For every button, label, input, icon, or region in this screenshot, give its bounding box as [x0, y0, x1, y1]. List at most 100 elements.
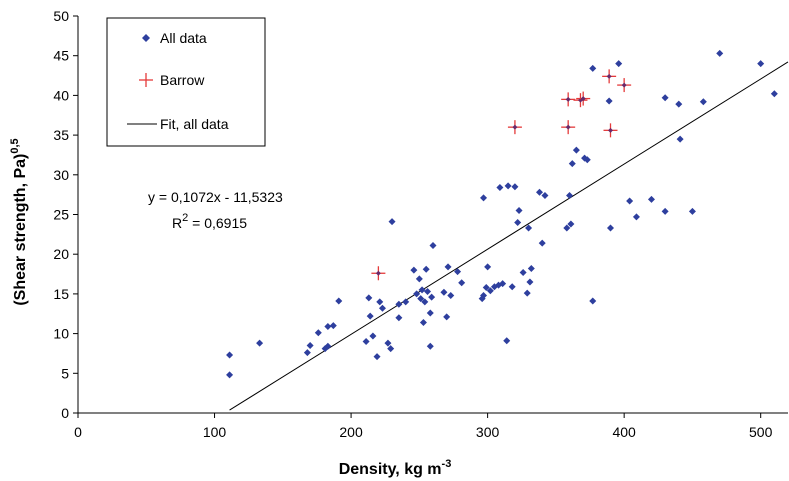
data-point-all — [482, 284, 490, 292]
data-point-all — [413, 290, 421, 298]
data-point-all — [366, 312, 374, 320]
y-tick-label: 40 — [53, 87, 69, 103]
legend-box — [106, 17, 266, 147]
y-tick-label: 5 — [61, 365, 69, 381]
y-tick-label: 20 — [53, 246, 69, 262]
data-point-all — [424, 288, 432, 296]
legend-marker-barrow — [139, 73, 153, 87]
data-point-all — [421, 298, 429, 306]
data-point-all — [454, 268, 462, 276]
data-point-all — [607, 224, 614, 232]
data-point-all — [615, 60, 623, 68]
fit-layer — [229, 61, 789, 411]
data-point-all — [770, 90, 778, 98]
data-point-all — [410, 266, 418, 274]
data-point-all — [426, 309, 434, 317]
data-point-all — [508, 283, 516, 291]
r-squared-label: R — [172, 215, 182, 231]
data-point-all — [757, 60, 765, 68]
fit-line — [229, 61, 789, 411]
data-point-all — [429, 241, 437, 249]
data-point-all — [568, 160, 576, 168]
data-point-all — [526, 278, 534, 286]
data-point-all — [387, 345, 395, 353]
data-point-barrow — [576, 91, 591, 106]
data-point-all — [589, 297, 597, 305]
data-point-all — [519, 268, 527, 276]
data-point-all — [376, 298, 384, 306]
data-point-all — [324, 322, 332, 330]
y-tick-label: 30 — [53, 167, 69, 183]
data-point-barrow — [617, 78, 632, 93]
y-axis-title-sup: 0,5 — [9, 138, 21, 153]
data-point-all — [527, 264, 535, 272]
data-point-all — [716, 49, 724, 57]
legend-label-fit: Fit, all data — [160, 116, 229, 132]
y-axis-title-text: (Shear strength, Pa) — [12, 154, 29, 306]
data-point-all — [373, 353, 381, 361]
data-point-all — [480, 194, 488, 202]
data-point-all — [675, 100, 683, 108]
data-point-all — [688, 207, 696, 215]
legend-marker-all — [142, 34, 150, 42]
regression-equation: y = 0,1072x - 11,5323 — [148, 189, 283, 205]
data-point-barrow — [561, 120, 576, 135]
data-point-all — [324, 342, 332, 350]
data-point-all — [699, 98, 707, 106]
x-tick-label: 500 — [749, 424, 773, 440]
y-tick-label: 15 — [53, 286, 69, 302]
data-point-all — [415, 275, 423, 283]
data-point-all — [440, 288, 448, 296]
r-squared: R2 = 0,6915 — [172, 212, 247, 231]
data-point-all — [417, 295, 425, 303]
x-axis-title-sup: -3 — [442, 458, 452, 470]
data-point-all — [256, 339, 264, 347]
r-squared-sup: 2 — [182, 212, 188, 224]
data-point-all — [418, 286, 426, 294]
data-point-all — [226, 371, 234, 379]
data-point-all — [365, 294, 373, 302]
data-point-all — [428, 293, 436, 301]
y-tick-label: 35 — [53, 127, 69, 143]
data-point-barrow — [602, 69, 617, 84]
data-point-all — [378, 304, 386, 312]
legend-label-all: All data — [160, 30, 207, 46]
data-point-all — [538, 239, 546, 247]
r-squared-value: = 0,6915 — [188, 215, 247, 231]
data-point-all — [605, 97, 613, 105]
data-point-all — [329, 322, 337, 330]
data-point-all — [504, 182, 512, 190]
data-point-all — [419, 318, 427, 326]
legend: All data Barrow Fit, all data — [106, 17, 266, 147]
points-layer — [226, 49, 778, 379]
data-point-all — [583, 156, 591, 164]
data-point-all — [567, 220, 575, 228]
data-point-all — [384, 339, 392, 347]
data-point-all — [362, 338, 370, 346]
data-point-all — [303, 349, 311, 357]
data-point-all — [541, 191, 549, 199]
data-point-all — [484, 263, 492, 271]
data-point-barrow — [371, 266, 386, 281]
y-tick-label: 0 — [61, 405, 69, 421]
data-point-all — [426, 342, 434, 350]
data-point-all — [536, 188, 543, 196]
data-point-all — [632, 213, 640, 221]
data-point-all — [444, 263, 452, 271]
x-axis-title: Density, kg m-3 — [339, 458, 452, 478]
data-point-all — [499, 280, 507, 288]
data-point-all — [402, 298, 410, 306]
data-point-all — [395, 300, 403, 308]
data-point-all — [563, 224, 571, 232]
data-point-all — [523, 289, 531, 297]
data-point-all — [514, 218, 522, 226]
y-tick-label: 10 — [53, 326, 69, 342]
data-point-all — [511, 183, 519, 191]
data-point-barrow — [573, 93, 588, 108]
data-point-all — [661, 207, 669, 215]
data-point-all — [458, 279, 466, 287]
y-tick-label: 45 — [53, 48, 69, 64]
data-point-all — [369, 332, 377, 340]
data-point-all — [661, 94, 669, 102]
